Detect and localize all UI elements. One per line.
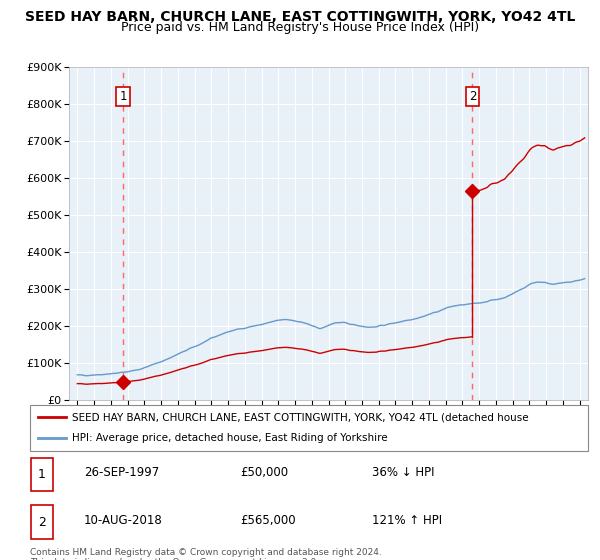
Text: £50,000: £50,000	[240, 466, 288, 479]
Text: 1: 1	[38, 468, 46, 481]
Text: 36% ↓ HPI: 36% ↓ HPI	[372, 466, 434, 479]
FancyBboxPatch shape	[31, 505, 53, 539]
Text: SEED HAY BARN, CHURCH LANE, EAST COTTINGWITH, YORK, YO42 4TL: SEED HAY BARN, CHURCH LANE, EAST COTTING…	[25, 10, 575, 24]
Text: 2: 2	[469, 90, 476, 103]
Text: 26-SEP-1997: 26-SEP-1997	[84, 466, 159, 479]
Text: Contains HM Land Registry data © Crown copyright and database right 2024.
This d: Contains HM Land Registry data © Crown c…	[30, 548, 382, 560]
FancyBboxPatch shape	[30, 405, 588, 451]
Text: SEED HAY BARN, CHURCH LANE, EAST COTTINGWITH, YORK, YO42 4TL (detached house: SEED HAY BARN, CHURCH LANE, EAST COTTING…	[72, 412, 529, 422]
Text: 1: 1	[119, 90, 127, 103]
Text: HPI: Average price, detached house, East Riding of Yorkshire: HPI: Average price, detached house, East…	[72, 433, 388, 444]
Text: 2: 2	[38, 516, 46, 529]
Text: 121% ↑ HPI: 121% ↑ HPI	[372, 514, 442, 526]
Text: Price paid vs. HM Land Registry's House Price Index (HPI): Price paid vs. HM Land Registry's House …	[121, 21, 479, 34]
Text: 10-AUG-2018: 10-AUG-2018	[84, 514, 163, 526]
Text: £565,000: £565,000	[240, 514, 296, 526]
FancyBboxPatch shape	[31, 458, 53, 492]
